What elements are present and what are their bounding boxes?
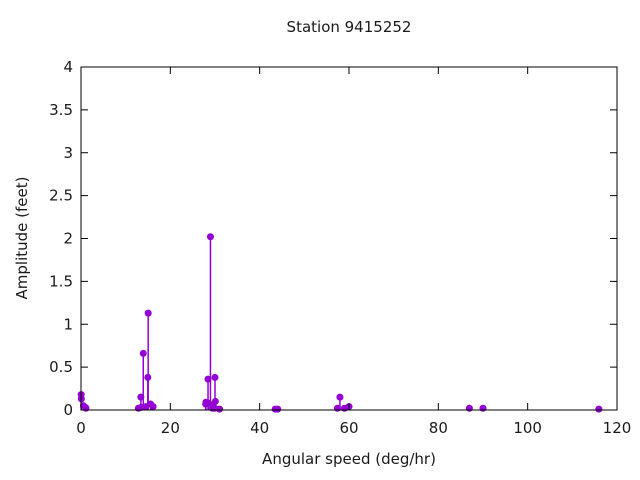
data-point [204, 375, 212, 383]
data-point [206, 233, 214, 241]
x-tick-label: 0 [76, 419, 86, 437]
data-point [216, 405, 224, 413]
data-point [82, 404, 90, 412]
y-tick-label: 0.5 [49, 358, 73, 376]
x-axis-label: Angular speed (deg/hr) [262, 450, 436, 468]
x-tick-label: 40 [250, 419, 269, 437]
data-point [137, 393, 145, 401]
ticks-group [80, 66, 618, 411]
x-tick-label: 120 [603, 419, 632, 437]
tick-labels-group: 0 20 40 60 80 100 120 0 0.5 1 1.5 2 2.5 3 3.5 4 [49, 58, 631, 437]
data-point [211, 397, 219, 405]
data-point [139, 349, 147, 357]
y-tick-label: 2.5 [49, 187, 73, 205]
y-tick-label: 2 [63, 230, 73, 248]
x-tick-label: 60 [339, 419, 358, 437]
x-tick-label: 80 [429, 419, 448, 437]
data-point [149, 403, 157, 411]
chart-title: Station 9415252 [286, 18, 412, 36]
data-point [465, 404, 473, 412]
x-tick-label: 100 [513, 419, 542, 437]
data-point [144, 309, 152, 317]
plot-border [80, 66, 618, 411]
stems-group [80, 236, 600, 410]
data-point [211, 373, 219, 381]
data-point [479, 404, 487, 412]
y-tick-label: 4 [63, 58, 73, 76]
x-tick-label: 20 [161, 419, 180, 437]
y-tick-label: 3 [63, 144, 73, 162]
data-point [336, 393, 344, 401]
points-group [77, 233, 603, 413]
y-tick-label: 0 [63, 401, 73, 419]
data-point [274, 405, 282, 413]
data-point [144, 373, 152, 381]
y-tick-label: 3.5 [49, 101, 73, 119]
y-tick-label: 1 [63, 315, 73, 333]
data-point [595, 405, 603, 413]
data-point [333, 404, 341, 412]
y-tick-label: 1.5 [49, 272, 73, 290]
